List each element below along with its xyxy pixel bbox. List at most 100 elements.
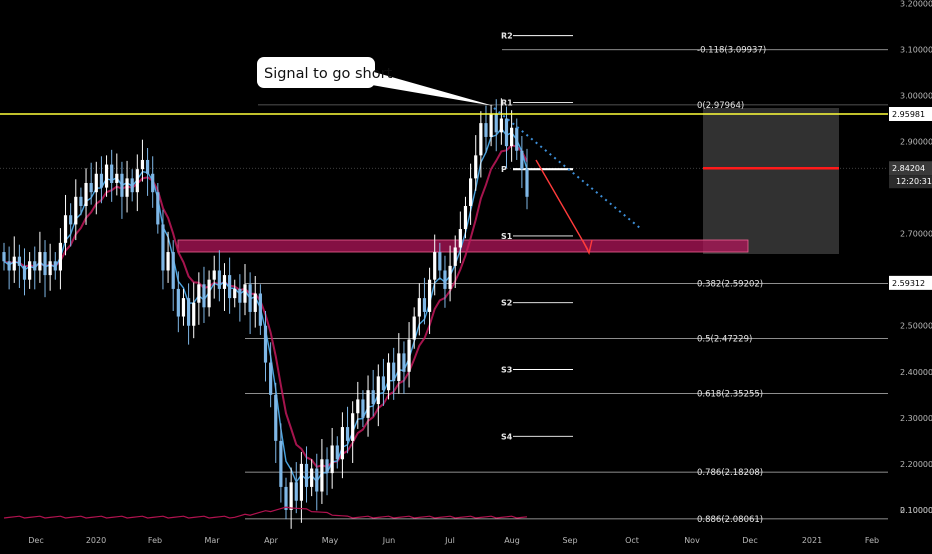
candle-body: [351, 413, 355, 441]
pivot-label: P: [501, 165, 507, 174]
candle-body: [274, 394, 278, 441]
candle-body: [417, 298, 421, 317]
candle-body: [186, 298, 191, 326]
candle-body: [12, 256, 16, 271]
price-tick-label: 2.40000: [900, 368, 932, 377]
price-tick-label: 0.10000: [900, 506, 932, 515]
volume-indicator: [3, 506, 528, 519]
candle-body: [479, 123, 483, 156]
candle-body: [315, 468, 319, 492]
candle-body: [330, 445, 334, 474]
candle-body: [233, 288, 237, 299]
candle-body: [325, 459, 329, 474]
time-tick-label: Oct: [625, 536, 639, 545]
candle-body: [99, 173, 104, 188]
candle-body: [443, 270, 447, 289]
time-tick-label: Sep: [562, 536, 577, 545]
candle-body: [304, 463, 309, 487]
candle-body: [104, 164, 109, 188]
pivot-label: S2: [501, 299, 512, 308]
time-tick-label: 2020: [86, 536, 106, 545]
time-tick-label: Dec: [28, 536, 43, 545]
fib-label: 0.5(2.47229): [697, 335, 752, 345]
candle-body: [228, 275, 232, 299]
candle-body: [248, 284, 252, 312]
candle-body: [448, 265, 452, 289]
candle-body: [520, 150, 524, 170]
candle-body: [161, 224, 165, 271]
fib-label: 0.886(2.08061): [697, 515, 763, 525]
candle-body: [7, 261, 11, 271]
candle-body: [504, 118, 509, 147]
downtrend-line: [493, 107, 641, 229]
price-tag: [889, 107, 932, 121]
candle-body: [48, 261, 52, 276]
candle-body: [499, 118, 503, 133]
candle-body: [397, 353, 401, 382]
candle-body: [525, 169, 529, 197]
candle-body: [22, 265, 27, 280]
candle-body: [125, 178, 129, 197]
fib-label: -0.118(3.09937): [697, 46, 766, 56]
candle-body: [381, 376, 386, 391]
price-tag-label: 2.84204: [892, 164, 925, 173]
candle-body: [176, 288, 180, 317]
candle-body: [386, 362, 391, 391]
candle-body: [299, 463, 303, 501]
candle-body: [63, 215, 68, 243]
candle-body: [192, 302, 196, 326]
price-tick-label: 3.20000: [900, 0, 932, 8]
candle-body: [115, 173, 119, 183]
candle-body: [171, 252, 175, 289]
price-tick-label: 2.90000: [900, 138, 932, 147]
price-tag-label: 2.59312: [892, 279, 925, 288]
candle-body: [84, 182, 88, 207]
candle-body: [207, 279, 211, 308]
candle-body: [17, 256, 21, 266]
candle-body: [243, 284, 247, 303]
candle-body: [294, 482, 298, 501]
callout-text: Signal to go short: [264, 66, 393, 82]
time-tick-label: Mar: [204, 536, 220, 545]
candle-body: [474, 155, 478, 179]
candle-body: [79, 196, 83, 207]
candle-body: [484, 123, 488, 137]
candle-body: [494, 113, 498, 133]
candle-body: [412, 316, 416, 340]
candle-body: [361, 399, 365, 418]
candle-body: [197, 284, 201, 303]
candle-body: [489, 113, 493, 137]
candle-body: [463, 206, 468, 230]
pivot-label: R1: [501, 98, 513, 107]
candle-body: [130, 178, 134, 193]
candle-body: [2, 252, 6, 262]
candle-body: [356, 399, 360, 414]
candle-body: [371, 390, 375, 405]
time-tick-label: Apr: [264, 536, 279, 545]
candle-body: [222, 275, 227, 289]
price-tag-label: 2.95981: [892, 110, 925, 119]
slow-moving-average: [3, 144, 528, 469]
candle-body: [28, 261, 32, 280]
candle-body: [310, 468, 314, 487]
candle-body: [166, 252, 170, 271]
axis-layer: 3.20000 3.10000 3.00000 2.90000 2.70000 2.500…: [28, 0, 932, 554]
candle-body: [279, 440, 283, 487]
price-tick-label: 2.70000: [900, 230, 932, 239]
candle-body: [110, 164, 114, 183]
time-tick-label: 2021: [802, 536, 822, 545]
fib-label: 0.382(2.59202): [697, 279, 763, 289]
horizontal-lines-layer: [0, 113, 888, 115]
pivot-label: S4: [501, 432, 513, 441]
time-tick-label: Feb: [148, 536, 162, 545]
fast-moving-average: [3, 127, 528, 484]
candle-body: [438, 252, 442, 271]
candle-body: [402, 353, 406, 372]
zone-layer: [177, 108, 839, 254]
candle-body: [94, 173, 98, 193]
time-tick-label: May: [322, 536, 339, 545]
price-tag-countdown-label: 12:20:31: [896, 177, 932, 186]
candle-body: [340, 427, 345, 460]
